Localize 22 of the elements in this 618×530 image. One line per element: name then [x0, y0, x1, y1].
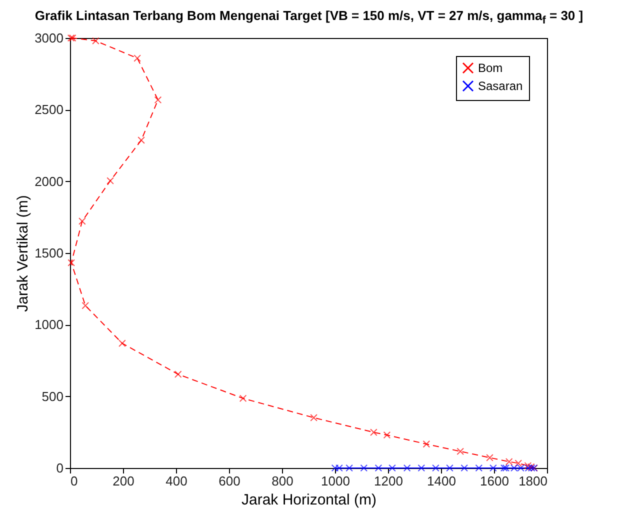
- x-tick-label: 1200: [374, 473, 403, 488]
- y-tick-label: 3000: [34, 30, 64, 46]
- y-tick-label: 0: [56, 460, 64, 476]
- x-axis-title: Jarak Horizontal (m): [241, 491, 377, 508]
- x-tick-label: 0: [70, 473, 78, 488]
- y-axis-title: Jarak Vertikal (m): [14, 194, 32, 312]
- x-tick-label: 1600: [480, 473, 509, 488]
- chart-title: Grafik Lintasan Terbang Bom Mengenai Target [VB = 150 m/s, VT = 27 m/s, gamma$_{f}$ = 30 ]: [34, 8, 584, 27]
- legend-label: Sasaran: [478, 78, 523, 93]
- x-tick-label: 1000: [321, 473, 350, 488]
- x-tick-label: 200: [112, 473, 134, 488]
- y-tick-label: 2000: [34, 173, 64, 188]
- y-tick-label: 2500: [34, 102, 64, 117]
- y-tick-label: 1000: [34, 316, 64, 332]
- x-tick-label: 1800: [518, 473, 548, 488]
- x-tick-label: 800: [272, 473, 294, 488]
- x-tick-label: 600: [218, 473, 240, 488]
- legend-label: Bom: [478, 60, 503, 75]
- y-tick-label: 500: [42, 388, 64, 404]
- y-tick-label: 1500: [34, 245, 64, 260]
- x-tick-label: 1400: [427, 473, 456, 488]
- x-tick-label: 400: [166, 473, 188, 488]
